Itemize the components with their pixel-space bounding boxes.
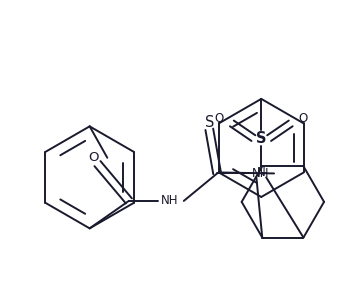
Text: O: O <box>299 112 308 125</box>
Text: NH: NH <box>161 194 179 208</box>
Text: O: O <box>88 151 99 164</box>
Text: NH: NH <box>252 167 269 180</box>
Text: S: S <box>256 131 266 146</box>
Text: O: O <box>214 112 224 125</box>
Text: S: S <box>205 115 214 130</box>
Text: N: N <box>257 166 266 179</box>
